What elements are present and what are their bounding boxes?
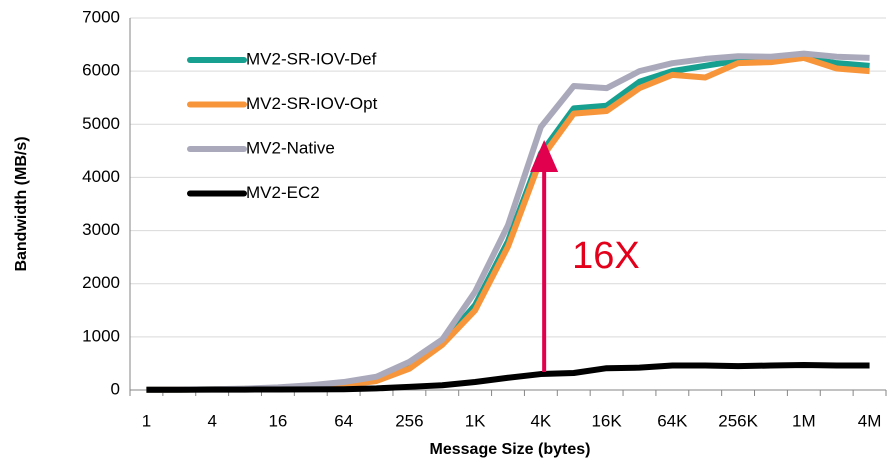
x-axis-title: Message Size (bytes) <box>430 441 591 458</box>
y-tick-label: 7000 <box>82 7 120 26</box>
x-tick-label: 4 <box>207 411 216 430</box>
y-tick-label: 0 <box>111 379 120 398</box>
legend-label: MV2-Native <box>246 138 335 157</box>
legend-label: MV2-EC2 <box>246 183 320 202</box>
y-tick-label: 2000 <box>82 273 120 292</box>
x-tick-label: 1K <box>465 411 486 430</box>
legend-label: MV2-SR-IOV-Def <box>246 49 377 68</box>
y-tick-label: 5000 <box>82 114 120 133</box>
arrow-head <box>530 140 559 172</box>
y-tick-label: 3000 <box>82 220 120 239</box>
x-tick-label: 16 <box>268 411 287 430</box>
x-tick-label: 4M <box>858 411 882 430</box>
y-axis-title: Bandwidth (MB/s) <box>13 136 30 271</box>
x-tick-label: 1 <box>142 411 151 430</box>
series-line <box>146 362 870 393</box>
legend-label: MV2-SR-IOV-Opt <box>246 94 378 113</box>
y-tick-label: 4000 <box>82 167 120 186</box>
x-tick-label: 256 <box>395 411 423 430</box>
x-tick-label: 64K <box>657 411 688 430</box>
x-tick-label: 64 <box>334 411 353 430</box>
x-tick-label: 1M <box>792 411 816 430</box>
x-tick-label: 256K <box>718 411 758 430</box>
x-tick-label: 16K <box>591 411 622 430</box>
y-tick-label: 1000 <box>82 326 120 345</box>
x-tick-label: 4K <box>530 411 551 430</box>
annotation: 16X <box>572 235 640 277</box>
y-tick-label: 6000 <box>82 61 120 80</box>
